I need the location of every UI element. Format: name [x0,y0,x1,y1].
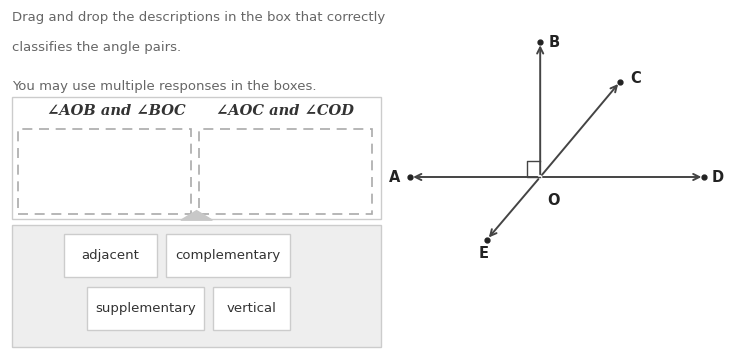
Bar [198,129,372,214]
Text: O: O [548,193,560,207]
Text: C: C [630,71,641,86]
Text: classifies the angle pairs.: classifies the angle pairs. [12,41,181,54]
Text: B: B [548,35,559,50]
Text: complementary: complementary [176,249,281,262]
Text: E: E [478,246,489,261]
FancyBboxPatch shape [213,287,290,330]
FancyBboxPatch shape [12,225,381,347]
Text: ∠AOC and ∠COD: ∠AOC and ∠COD [216,104,354,119]
FancyBboxPatch shape [166,234,290,277]
FancyBboxPatch shape [12,97,381,219]
FancyBboxPatch shape [87,287,204,330]
Text: D: D [712,170,724,184]
Polygon shape [181,211,212,220]
Bar [18,129,190,214]
Text: You may use multiple responses in the boxes.: You may use multiple responses in the bo… [12,80,316,93]
Text: A: A [390,170,401,184]
FancyBboxPatch shape [64,234,157,277]
Text: supplementary: supplementary [95,302,196,315]
Text: Drag and drop the descriptions in the box that correctly: Drag and drop the descriptions in the bo… [12,11,385,24]
Text: adjacent: adjacent [81,249,139,262]
Text: ∠AOB and ∠BOC: ∠AOB and ∠BOC [47,104,186,119]
Text: vertical: vertical [226,302,276,315]
